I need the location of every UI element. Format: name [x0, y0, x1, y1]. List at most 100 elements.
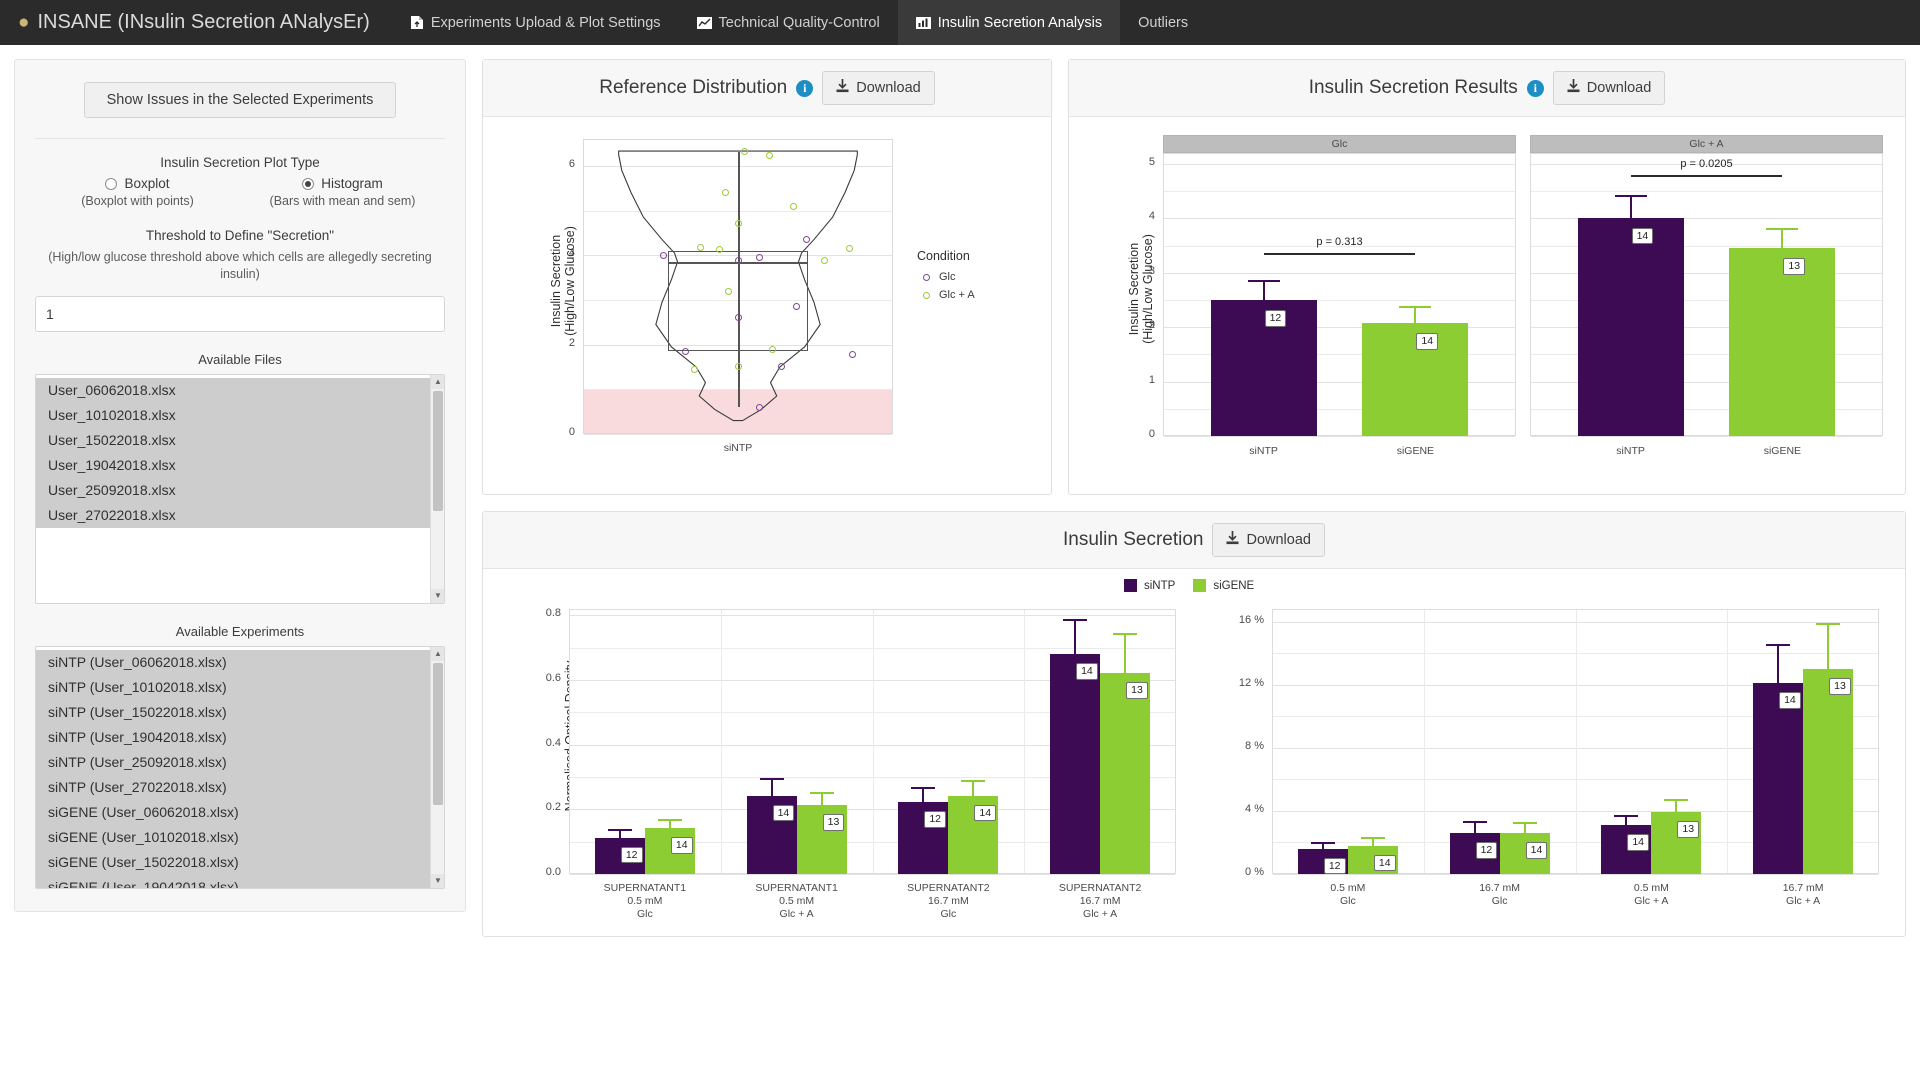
- plot-type-option-boxplot[interactable]: Boxplot (Boxplot with points): [35, 176, 240, 208]
- y-axis-tick: 3: [1148, 264, 1155, 277]
- list-item-file[interactable]: User_25092018.xlsx: [36, 477, 444, 503]
- n-count-label: 12: [1323, 857, 1346, 875]
- secretion-panel-body: siNTPsiGENENormalised Optical Density(OD…: [483, 569, 1905, 936]
- gridline-minor: [1531, 191, 1882, 193]
- list-item-experiment[interactable]: siGENE (User_15022018.xlsx): [36, 849, 444, 875]
- list-item-file[interactable]: User_15022018.xlsx: [36, 427, 444, 453]
- y-axis-tick: 2: [568, 336, 575, 349]
- radio-boxplot[interactable]: [105, 177, 118, 190]
- y-axis-tick: 4: [1148, 210, 1155, 223]
- error-bar: [1124, 632, 1127, 674]
- y-axis-tick: 4 %: [1245, 802, 1264, 815]
- list-item-experiment[interactable]: siNTP (User_10102018.xlsx): [36, 674, 444, 700]
- error-bar: [1781, 227, 1784, 249]
- gridline-minor: [1164, 299, 1515, 301]
- n-count-label: 13: [822, 814, 845, 832]
- gridline: [1531, 381, 1882, 383]
- error-bar-cap: [1310, 841, 1335, 844]
- y-axis-tick: 0.6: [545, 672, 561, 685]
- list-item-experiment[interactable]: siNTP (User_25092018.xlsx): [36, 749, 444, 775]
- tab-insulin-secretion-analysis[interactable]: Insulin Secretion Analysis: [897, 0, 1121, 45]
- error-bar-cap: [1816, 623, 1841, 626]
- list-item-experiment[interactable]: siNTP (User_06062018.xlsx): [36, 649, 444, 675]
- y-axis-tick: 16 %: [1238, 613, 1264, 626]
- error-bar: [770, 777, 773, 796]
- experiments-scrollbar[interactable]: ▲ ▼: [430, 646, 444, 888]
- tab-technical-quality-control[interactable]: Technical Quality-Control: [679, 0, 898, 45]
- legend-swatch: [1193, 579, 1207, 592]
- list-item-experiment[interactable]: siNTP (User_19042018.xlsx): [36, 724, 444, 750]
- error-bar-cap: [657, 818, 682, 821]
- p-value-label: p = 0.0205: [1680, 157, 1733, 170]
- y-axis-tick: 0.8: [545, 607, 561, 620]
- radio-sublabel: (Bars with mean and sem): [269, 194, 416, 208]
- scroll-up-icon[interactable]: ▲: [431, 646, 444, 661]
- list-item-file[interactable]: User_06062018.xlsx: [36, 377, 444, 403]
- insulin-secretion-panel: Insulin Secretion Download siNTPsiGENENo…: [482, 511, 1906, 937]
- gridline: [1164, 163, 1515, 165]
- error-bar: [1473, 821, 1476, 833]
- available-experiments-listbox[interactable]: siNTP (User_06062018.xlsx) siNTP (User_10…: [35, 645, 445, 889]
- available-files-listbox[interactable]: User_06062018.xlsx User_10102018.xlsx User…: [35, 373, 445, 604]
- x-axis-tick: SUPERNATANT1 0.5 mM Glc: [603, 882, 687, 921]
- legend-label: Glc: [939, 271, 956, 283]
- reference-distribution-panel: Reference Distribution i Download 0 2 4 6 In…: [482, 59, 1052, 495]
- x-axis-tick: siNTP: [1616, 445, 1645, 457]
- bar-siNTP: [1050, 654, 1101, 874]
- files-scrollbar[interactable]: ▲ ▼: [430, 374, 444, 603]
- scroll-down-icon[interactable]: ▼: [431, 873, 444, 888]
- list-item-file[interactable]: User_19042018.xlsx: [36, 452, 444, 478]
- charts-column: Reference Distribution i Download 0 2 4 6 In…: [482, 59, 1906, 937]
- error-bar-cap: [1512, 821, 1537, 824]
- scroll-up-icon[interactable]: ▲: [431, 374, 444, 389]
- legend-entry: Glc + A: [923, 289, 975, 301]
- n-count-label: 12: [924, 811, 947, 828]
- tab-label: Experiments Upload & Plot Settings: [430, 14, 661, 31]
- list-item-experiment[interactable]: siNTP (User_27022018.xlsx): [36, 774, 444, 800]
- scrollbar-thumb[interactable]: [433, 662, 443, 805]
- show-issues-button[interactable]: Show Issues in the Selected Experiments: [83, 82, 397, 118]
- list-item-file[interactable]: User_10102018.xlsx: [36, 402, 444, 428]
- gridline: [1164, 218, 1515, 220]
- info-icon[interactable]: i: [1526, 79, 1544, 97]
- bar-siGENE: [1729, 248, 1836, 436]
- download-icon: [1226, 531, 1239, 549]
- page-body: Show Issues in the Selected Experiments …: [0, 45, 1920, 1080]
- data-point: [849, 350, 857, 358]
- settings-sidebar: Show Issues in the Selected Experiments …: [14, 59, 466, 912]
- radio-label: Boxplot: [124, 176, 170, 191]
- plot-type-option-histogram[interactable]: Histogram (Bars with mean and sem): [240, 176, 445, 208]
- error-bar-cap: [1614, 815, 1639, 818]
- app-title: INSANE (INsulin Secretion ANalysEr): [37, 11, 370, 33]
- threshold-input[interactable]: [35, 295, 445, 332]
- legend-entry: siGENE: [1193, 579, 1254, 592]
- info-icon[interactable]: i: [796, 79, 814, 97]
- download-secretion-button[interactable]: Download: [1212, 523, 1325, 557]
- n-count-label: 12: [620, 846, 643, 864]
- tab-experiments-upload[interactable]: Experiments Upload & Plot Settings: [392, 0, 679, 45]
- list-item-experiment[interactable]: siNTP (User_15022018.xlsx): [36, 699, 444, 725]
- error-bar: [1625, 815, 1628, 826]
- x-axis-tick: siNTP: [723, 442, 753, 454]
- x-axis-tick: 16.7 mM Glc: [1479, 882, 1521, 908]
- list-item-experiment[interactable]: siGENE (User_06062018.xlsx): [36, 799, 444, 825]
- insulin-secretion-dual-plot: siNTPsiGENENormalised Optical Density(OD…: [491, 579, 1897, 924]
- scrollbar-thumb[interactable]: [433, 390, 443, 511]
- list-item-file[interactable]: User_27022018.xlsx: [36, 502, 444, 528]
- n-count-label: 12: [1475, 841, 1498, 859]
- error-bar: [1321, 841, 1324, 849]
- data-point: [821, 257, 829, 265]
- radio-histogram[interactable]: [302, 177, 315, 190]
- data-point: [691, 365, 699, 373]
- error-bar-cap: [1360, 836, 1385, 839]
- error-bar: [618, 828, 621, 838]
- tab-label: Technical Quality-Control: [718, 14, 880, 31]
- download-results-button[interactable]: Download: [1552, 71, 1666, 105]
- y-axis-tick: 0: [1148, 428, 1155, 440]
- reference-panel-body: 0 2 4 6 Insulin Secretion (High/Low Glucose) s…: [483, 117, 1051, 494]
- tab-outliers[interactable]: Outliers: [1120, 0, 1206, 45]
- list-item-experiment[interactable]: siGENE (User_19042018.xlsx): [36, 874, 444, 888]
- scroll-down-icon[interactable]: ▼: [431, 588, 444, 603]
- list-item-experiment[interactable]: siGENE (User_10102018.xlsx): [36, 824, 444, 850]
- download-reference-button[interactable]: Download: [822, 71, 935, 105]
